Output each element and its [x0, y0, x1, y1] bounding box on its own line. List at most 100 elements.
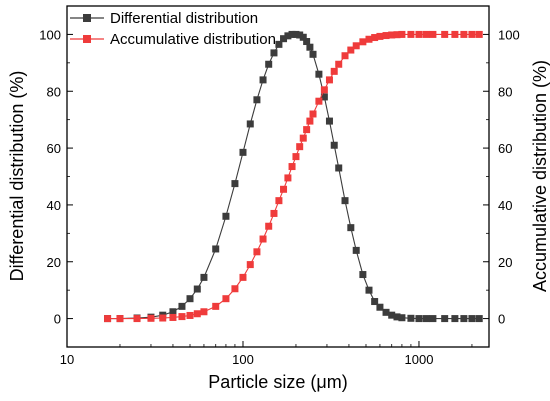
differential-point — [288, 30, 296, 38]
accumulative-point — [288, 163, 296, 171]
right-y-tick-label: 100 — [498, 27, 520, 42]
differential-point — [415, 315, 423, 323]
differential-point — [407, 314, 415, 322]
differential-point — [200, 273, 208, 281]
differential-point — [475, 315, 483, 323]
accumulative-point — [186, 311, 194, 319]
accumulative-point — [303, 126, 311, 134]
x-tick-label: 1000 — [405, 352, 434, 367]
accumulative-point — [382, 32, 390, 40]
accumulative-point — [280, 185, 288, 193]
accumulative-point — [299, 134, 307, 142]
differential-point — [460, 315, 468, 323]
differential-point — [193, 285, 201, 293]
differential-point — [253, 96, 261, 104]
legend: Differential distribution Accumulative d… — [70, 10, 276, 48]
differential-point — [296, 31, 304, 39]
left-y-axis-title: Differential distribution (%) — [7, 71, 27, 282]
differential-point — [259, 76, 267, 84]
accumulative-point — [253, 248, 261, 256]
accumulative-point — [475, 30, 483, 38]
differential-point — [371, 298, 379, 306]
differential-point — [299, 33, 307, 41]
accumulative-point — [441, 30, 449, 38]
differential-point — [376, 303, 384, 311]
accumulative-point — [393, 31, 401, 39]
accumulative-point — [347, 46, 355, 54]
x-tick-label: 10 — [60, 352, 74, 367]
accumulative-point — [460, 30, 468, 38]
legend-differential-label: Differential distribution — [110, 10, 258, 27]
accumulative-point — [451, 30, 459, 38]
accumulative-point — [169, 313, 177, 321]
accumulative-point — [365, 35, 373, 43]
accumulative-point — [147, 314, 155, 322]
left-y-tick-label: 40 — [47, 198, 61, 213]
differential-point — [347, 224, 355, 232]
legend-accumulative-label: Accumulative distribution — [110, 31, 276, 48]
accumulative-point — [341, 52, 349, 60]
right-y-tick-label: 40 — [498, 198, 512, 213]
accumulative-point — [159, 314, 167, 322]
differential-point — [359, 271, 367, 279]
differential-point — [239, 148, 247, 156]
differential-point — [335, 164, 343, 172]
accumulative-point — [422, 30, 430, 38]
accumulative-point — [200, 308, 208, 316]
legend-differential-marker — [83, 14, 91, 22]
plot-frame — [66, 5, 490, 348]
accumulative-point — [275, 197, 283, 205]
accumulative-point — [212, 302, 220, 310]
accumulative-point — [468, 30, 476, 38]
accumulative-point — [376, 32, 384, 40]
differential-point — [275, 40, 283, 48]
differential-point — [441, 315, 449, 323]
differential-point — [212, 245, 220, 253]
differential-point — [309, 50, 317, 58]
differential-point — [169, 308, 177, 316]
differential-point — [280, 35, 288, 43]
left-y-tick-label: 80 — [47, 84, 61, 99]
accumulative-point — [239, 273, 247, 281]
accumulative-point — [306, 117, 314, 125]
left-y-tick-label: 60 — [47, 141, 61, 156]
differential-point — [270, 49, 278, 57]
accumulative-point — [352, 42, 360, 50]
differential-point — [325, 117, 333, 125]
left-y-tick-label: 0 — [54, 312, 61, 327]
accumulative-series-line — [107, 33, 480, 320]
left-y-tick-label: 20 — [47, 255, 61, 270]
accumulative-point — [407, 30, 415, 38]
right-y-tick-label: 80 — [498, 84, 512, 99]
accumulative-point — [270, 209, 278, 217]
left-y-tick-label: 100 — [39, 27, 61, 42]
legend-accumulative-marker — [83, 35, 91, 43]
right-y-tick-label: 0 — [498, 312, 505, 327]
plot-area — [104, 30, 483, 323]
accumulative-point — [330, 67, 338, 75]
right-y-axis-title: Accumulative distribution (%) — [530, 60, 550, 292]
accumulative-point — [325, 76, 333, 84]
right-y-tick-label: 60 — [498, 141, 512, 156]
accumulative-point — [309, 110, 317, 118]
accumulative-point — [178, 313, 186, 321]
differential-point — [365, 286, 373, 294]
accumulative-point — [359, 38, 367, 46]
differential-point — [246, 120, 254, 128]
x-tick-label: 100 — [232, 352, 254, 367]
differential-point — [265, 60, 273, 68]
differential-point — [315, 70, 323, 78]
accumulative-point — [315, 97, 323, 105]
differential-point — [178, 302, 186, 310]
right-y-tick-label: 20 — [498, 255, 512, 270]
differential-point — [320, 93, 328, 101]
differential-series-line — [107, 33, 480, 320]
accumulative-point — [292, 153, 300, 161]
differential-point — [231, 180, 239, 188]
accumulative-point — [284, 174, 292, 182]
accumulative-point — [415, 30, 423, 38]
differential-point — [306, 43, 314, 51]
accumulative-point — [371, 34, 379, 42]
